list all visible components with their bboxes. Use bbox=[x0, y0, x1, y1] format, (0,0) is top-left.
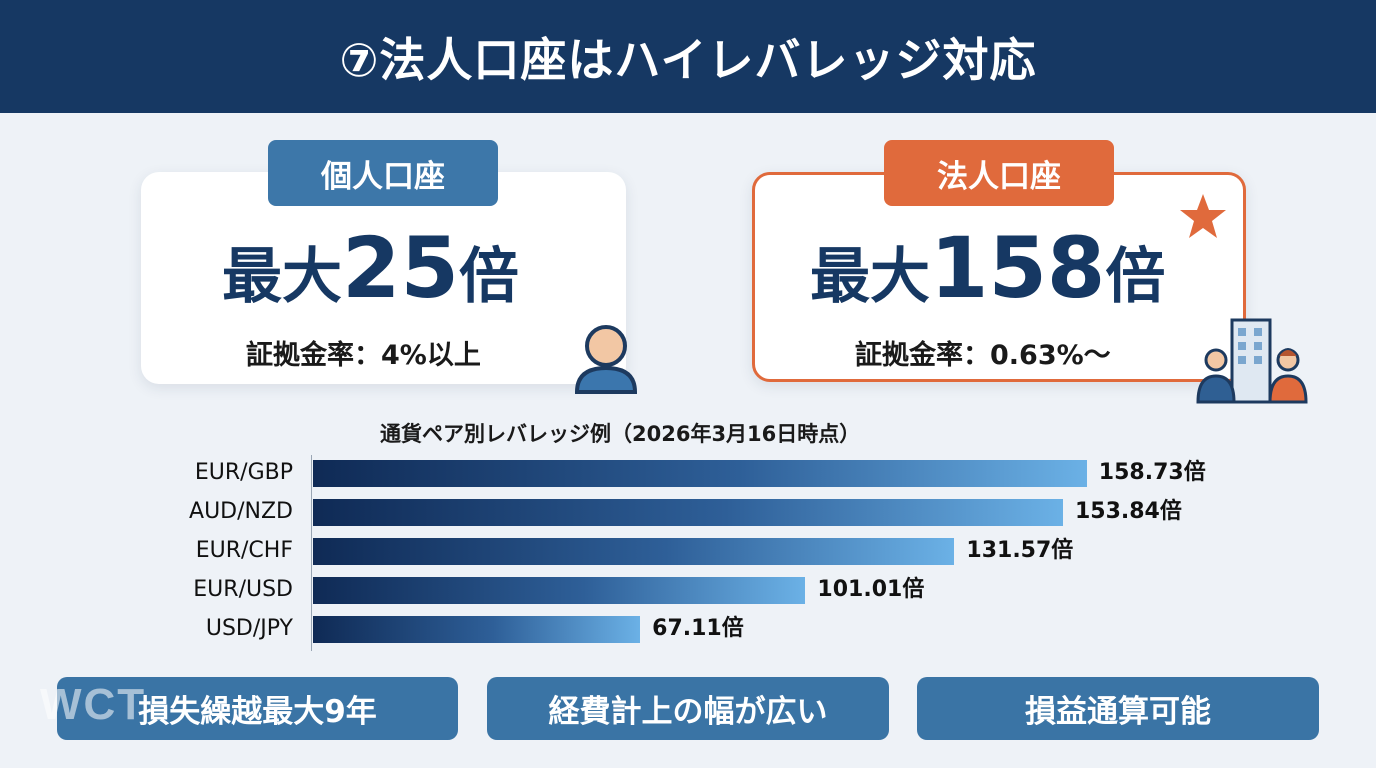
header-banner: ⑦法人口座はハイレバレッジ対応 bbox=[0, 0, 1376, 113]
star-icon bbox=[1180, 194, 1226, 238]
bar bbox=[313, 499, 1063, 526]
bar-row: EUR/GBP 158.73倍 bbox=[140, 458, 1340, 488]
personal-max-suffix: 倍 bbox=[458, 242, 519, 312]
personal-max-prefix: 最大 bbox=[222, 242, 342, 312]
feature-expense-range: 経費計上の幅が広い bbox=[487, 677, 889, 740]
corporate-max-suffix: 倍 bbox=[1105, 242, 1166, 312]
bar bbox=[313, 460, 1087, 487]
personal-max-leverage: 最大 25 倍 bbox=[222, 226, 519, 315]
person-icon bbox=[574, 325, 638, 394]
watermark-logo: WCT bbox=[40, 680, 147, 729]
bar-category-label: USD/JPY bbox=[205, 616, 293, 641]
bar-value-label: 158.73倍 bbox=[1098, 460, 1206, 485]
personal-max-value: 25 bbox=[342, 219, 459, 317]
office-building-icon bbox=[1196, 318, 1308, 404]
page-title: ⑦法人口座はハイレバレッジ対応 bbox=[339, 32, 1037, 87]
bar-value-label: 67.11倍 bbox=[652, 616, 744, 641]
bar-value-label: 101.01倍 bbox=[817, 577, 925, 602]
feature-loss-carryforward: 損失繰越最大9年 bbox=[57, 677, 458, 740]
bar-row: EUR/USD 101.01倍 bbox=[140, 575, 1340, 605]
bar-category-label: EUR/CHF bbox=[195, 538, 293, 563]
bar-category-label: EUR/USD bbox=[193, 577, 293, 602]
bar-row: EUR/CHF 131.57倍 bbox=[140, 536, 1340, 566]
personal-account-card bbox=[141, 172, 626, 384]
bar-row: USD/JPY 67.11倍 bbox=[140, 614, 1340, 644]
bar bbox=[313, 577, 806, 604]
bar-row: AUD/NZD 153.84倍 bbox=[140, 497, 1340, 527]
corporate-account-card bbox=[752, 172, 1246, 382]
corporate-max-value: 158 bbox=[930, 219, 1106, 317]
chart-y-axis bbox=[311, 455, 312, 651]
bar bbox=[313, 616, 641, 643]
corporate-max-leverage: 最大 158 倍 bbox=[810, 226, 1165, 315]
bar-value-label: 153.84倍 bbox=[1074, 499, 1182, 524]
personal-margin-rate: 証拠金率：4%以上 bbox=[246, 340, 481, 371]
bar-category-label: AUD/NZD bbox=[189, 499, 293, 524]
corporate-margin-rate: 証拠金率：0.63%〜 bbox=[855, 340, 1111, 371]
bar-category-label: EUR/GBP bbox=[194, 460, 293, 485]
personal-account-label: 個人口座 bbox=[268, 140, 498, 206]
bar-value-label: 131.57倍 bbox=[966, 538, 1074, 563]
corporate-account-label: 法人口座 bbox=[884, 140, 1114, 206]
chart-title: 通貨ペア別レバレッジ例（2026年3月16日時点） bbox=[380, 422, 861, 446]
feature-profit-loss-offset: 損益通算可能 bbox=[917, 677, 1319, 740]
corporate-max-prefix: 最大 bbox=[810, 242, 930, 312]
bar bbox=[313, 538, 955, 565]
